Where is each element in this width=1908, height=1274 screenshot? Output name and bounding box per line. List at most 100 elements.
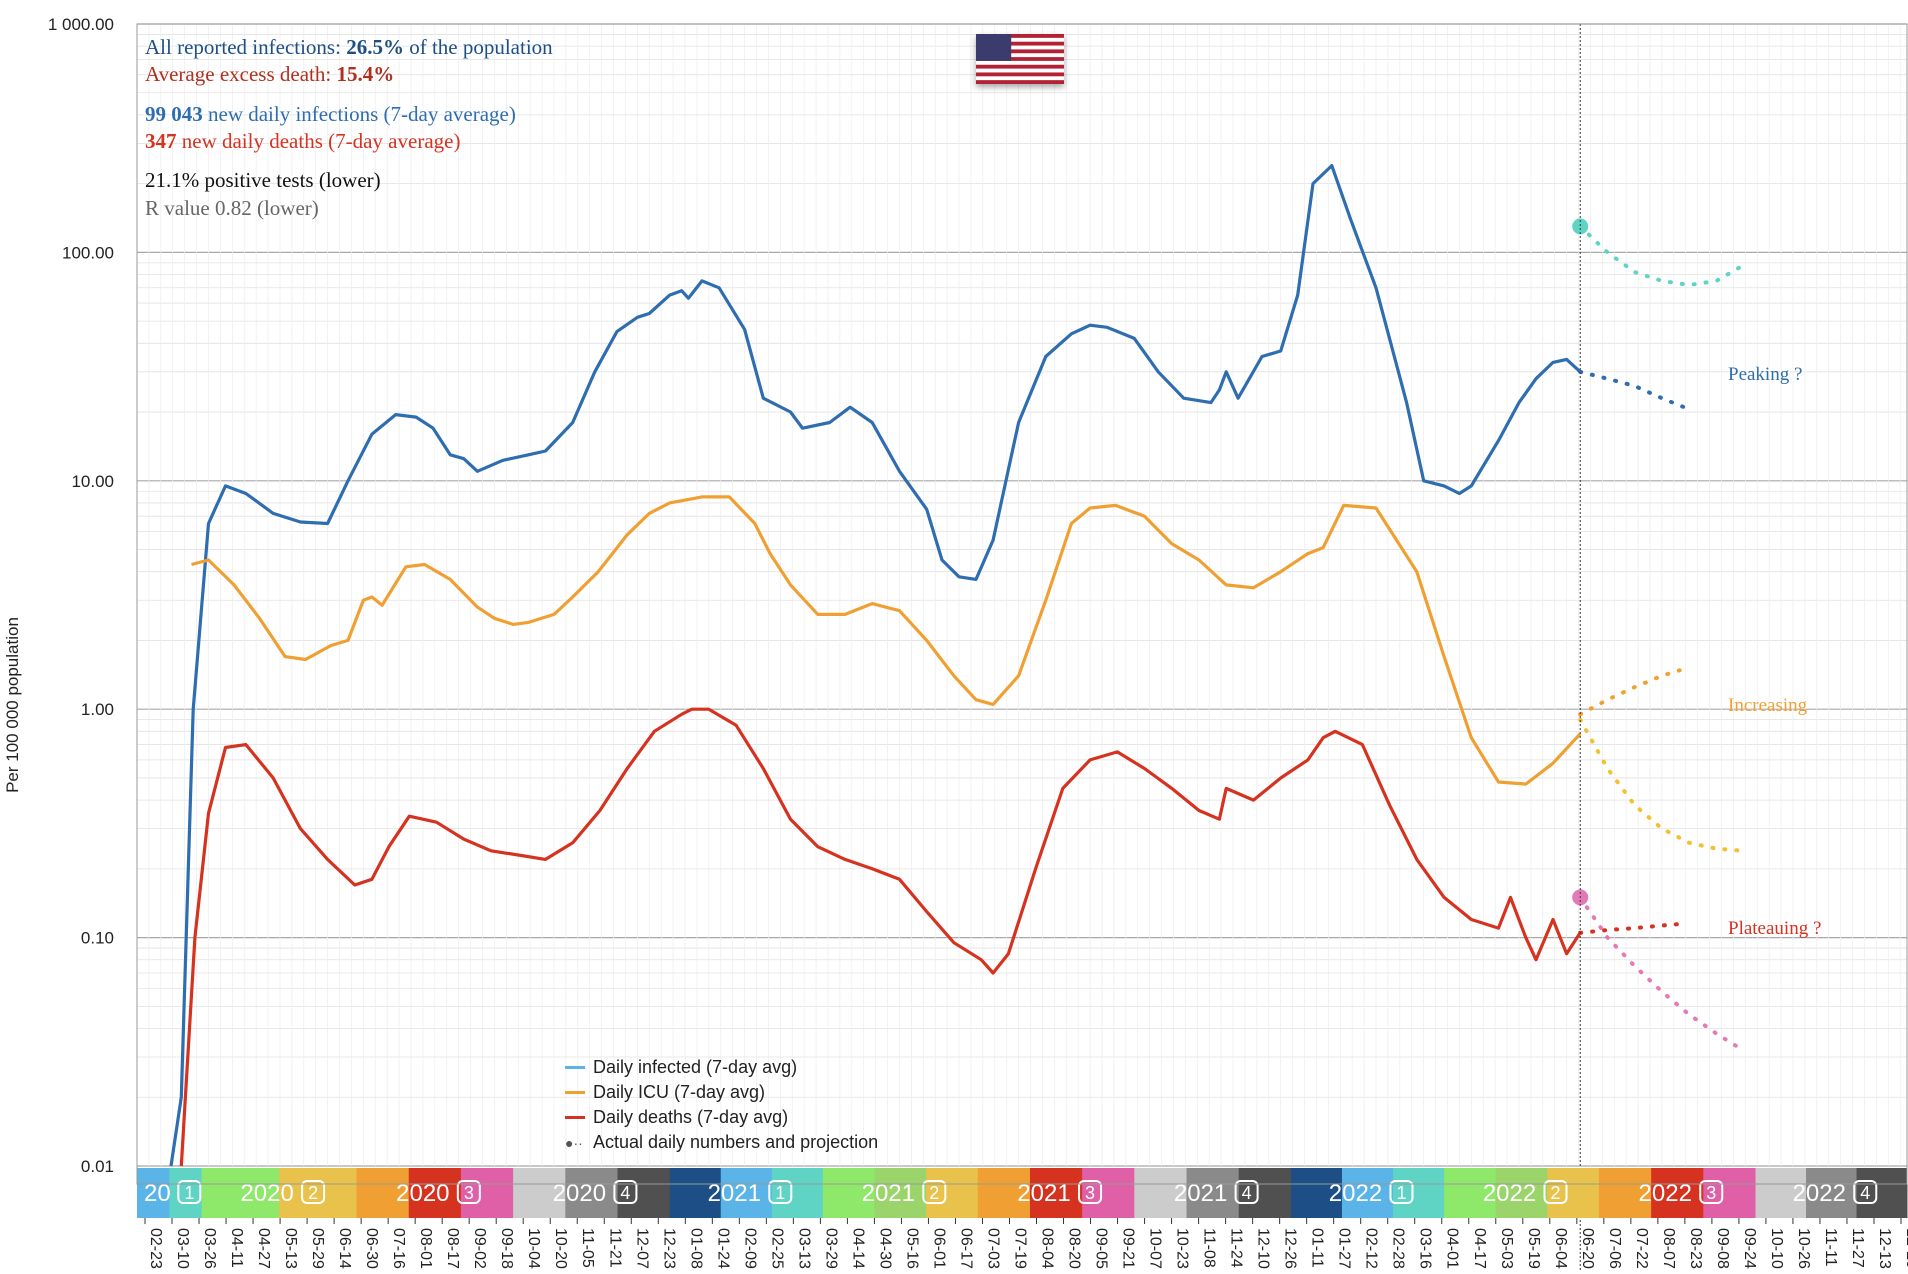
x-tick-label: 05-13: [282, 1228, 299, 1269]
x-tick-label: 04-30: [876, 1228, 893, 1269]
x-tick-label: 06-17: [957, 1228, 974, 1269]
x-tick-label: 03-26: [201, 1228, 218, 1269]
x-tick-label: 05-03: [1498, 1228, 1515, 1269]
quarter-segment: [1495, 1168, 1548, 1218]
positive-tests-text: 21.1% positive tests (lower): [145, 168, 381, 192]
series-lines: [169, 164, 1582, 1167]
quarter-segment: [408, 1168, 462, 1218]
y-tick-label: 100.00: [62, 243, 114, 262]
x-tick-label: 10-26: [1795, 1228, 1812, 1269]
quarter-segment: [137, 1168, 170, 1218]
x-tick-label: 08-23: [1687, 1228, 1704, 1269]
x-tick-label: 07-19: [1011, 1228, 1028, 1269]
legend-swatch-icu: [565, 1091, 585, 1094]
quarter-number-badge: [1543, 1180, 1568, 1204]
quarter-segment: [169, 1168, 203, 1218]
x-tick-label: 04-11: [228, 1228, 245, 1268]
quarter-number: 4: [1860, 1183, 1870, 1203]
x-tick-label: 11-27: [1849, 1228, 1866, 1268]
x-tick-label: 08-04: [1039, 1228, 1056, 1269]
x-tick-label: 05-16: [903, 1228, 920, 1269]
quarter-segment: [822, 1168, 875, 1218]
quarter-segment: [1341, 1168, 1394, 1218]
x-tick-label: 03-29: [822, 1228, 839, 1269]
quarter-number-badge: [613, 1180, 638, 1204]
y-tick-label: 1 000.00: [48, 15, 114, 34]
x-tick-label: 01-24: [714, 1228, 731, 1269]
projection-start-dot: [1572, 218, 1589, 235]
x-tick-label: 09-21: [1120, 1228, 1137, 1269]
x-tick-label: 03-10: [174, 1228, 191, 1269]
x-tick-label: 08-20: [1066, 1228, 1083, 1269]
quarter-segment: [1806, 1168, 1858, 1218]
quarter-number-badge: [1853, 1180, 1878, 1204]
legend-label-infected: Daily infected (7-day avg): [593, 1057, 798, 1077]
quarter-segment: [1134, 1168, 1188, 1218]
us-flag-icon: [976, 34, 1064, 84]
x-tick-label: 04-27: [255, 1228, 272, 1269]
quarter-segment: [1290, 1168, 1343, 1218]
x-tick-label: 04-14: [849, 1228, 866, 1269]
x-tick-label: 10-20: [552, 1228, 569, 1269]
x-tick-label: 02-09: [741, 1228, 758, 1269]
x-tick-label: 07-16: [390, 1228, 407, 1269]
quarter-number-badge: [768, 1180, 793, 1204]
y-axis-label: Per 100 000 population: [3, 617, 22, 793]
x-tick-label: 12-10: [1255, 1228, 1272, 1269]
quarter-segment: [201, 1168, 280, 1218]
x-tick-label: 11-11: [1822, 1228, 1839, 1267]
series-line-icu: [191, 495, 1582, 786]
x-tick-label: 09-18: [498, 1228, 515, 1269]
x-tick-label: 12-13: [1876, 1228, 1893, 1269]
quarter-number: 1: [775, 1183, 785, 1203]
x-tick-label: 03-16: [1417, 1228, 1434, 1269]
quarter-segment: [1238, 1168, 1292, 1218]
x-tick-label: 11-05: [579, 1228, 596, 1268]
quarter-segment: [1393, 1168, 1445, 1218]
x-tick-label: 06-04: [1552, 1228, 1569, 1269]
legend-item-deaths: Daily deaths (7-day avg): [565, 1105, 878, 1130]
daily-infections-text: 99 043 new daily infections (7-day avera…: [145, 102, 516, 126]
x-tick-label: 10-23: [1174, 1228, 1191, 1269]
x-tick-label: 12-07: [633, 1228, 650, 1269]
x-tick-label: 08-01: [417, 1228, 434, 1269]
grid-lines: [136, 23, 1907, 1167]
daily-deaths-text: 347 new daily deaths (7-day average): [145, 129, 461, 153]
x-tick-label: 09-24: [1741, 1228, 1758, 1269]
quarter-number: 2: [1551, 1183, 1561, 1203]
legend-label-deaths: Daily deaths (7-day avg): [593, 1107, 789, 1127]
x-tick-label: 05-29: [309, 1228, 326, 1269]
projection-infections-peaking: [1578, 369, 1686, 410]
x-tick-label: 06-30: [363, 1228, 380, 1269]
x-tick-label: 11-21: [606, 1228, 623, 1268]
quarter-segment: [1029, 1168, 1083, 1218]
y-tick-label: 10.00: [71, 472, 114, 491]
quarter-segment: [1082, 1168, 1135, 1218]
quarter-segment: [565, 1168, 619, 1218]
quarter-segment: [279, 1168, 358, 1218]
quarter-number-badge: [1078, 1180, 1103, 1204]
quarter-segment: [1703, 1168, 1757, 1218]
series-line-deaths: [179, 707, 1582, 1167]
quarter-segment: [460, 1168, 514, 1218]
x-tick-label: 10-07: [1147, 1228, 1164, 1269]
legend-item-infected: Daily infected (7-day avg): [565, 1055, 878, 1080]
quarter-segment: [1598, 1168, 1652, 1218]
x-tick-label: 10-04: [525, 1228, 542, 1269]
x-tick-label: 12-29: [1903, 1228, 1908, 1269]
quarter-number-badge: [301, 1180, 326, 1204]
y-tick-label: 0.01: [81, 1157, 114, 1176]
quarter-number: 2: [929, 1183, 939, 1203]
projection-icu-increasing: [1578, 667, 1686, 717]
legend-swatch-infected: [565, 1066, 585, 1069]
quarter-segment: [771, 1168, 824, 1218]
annotation-increasing: Increasing: [1728, 695, 1808, 716]
quarter-segment: [1651, 1168, 1704, 1218]
quarter-bar: 20 1 2020 2 2020 3 2020 4 2021 1 2021 2 2021 3 2021 4 20…: [137, 1168, 1908, 1218]
x-tick-label: 12-26: [1282, 1228, 1299, 1269]
r-value-text: R value 0.82 (lower): [145, 196, 319, 220]
legend: Daily infected (7-day avg) Daily ICU (7-…: [565, 1055, 878, 1155]
quarter-segment: [617, 1168, 671, 1218]
y-tick-label: 1.00: [81, 700, 114, 719]
x-tick-label: 06-01: [930, 1228, 947, 1269]
